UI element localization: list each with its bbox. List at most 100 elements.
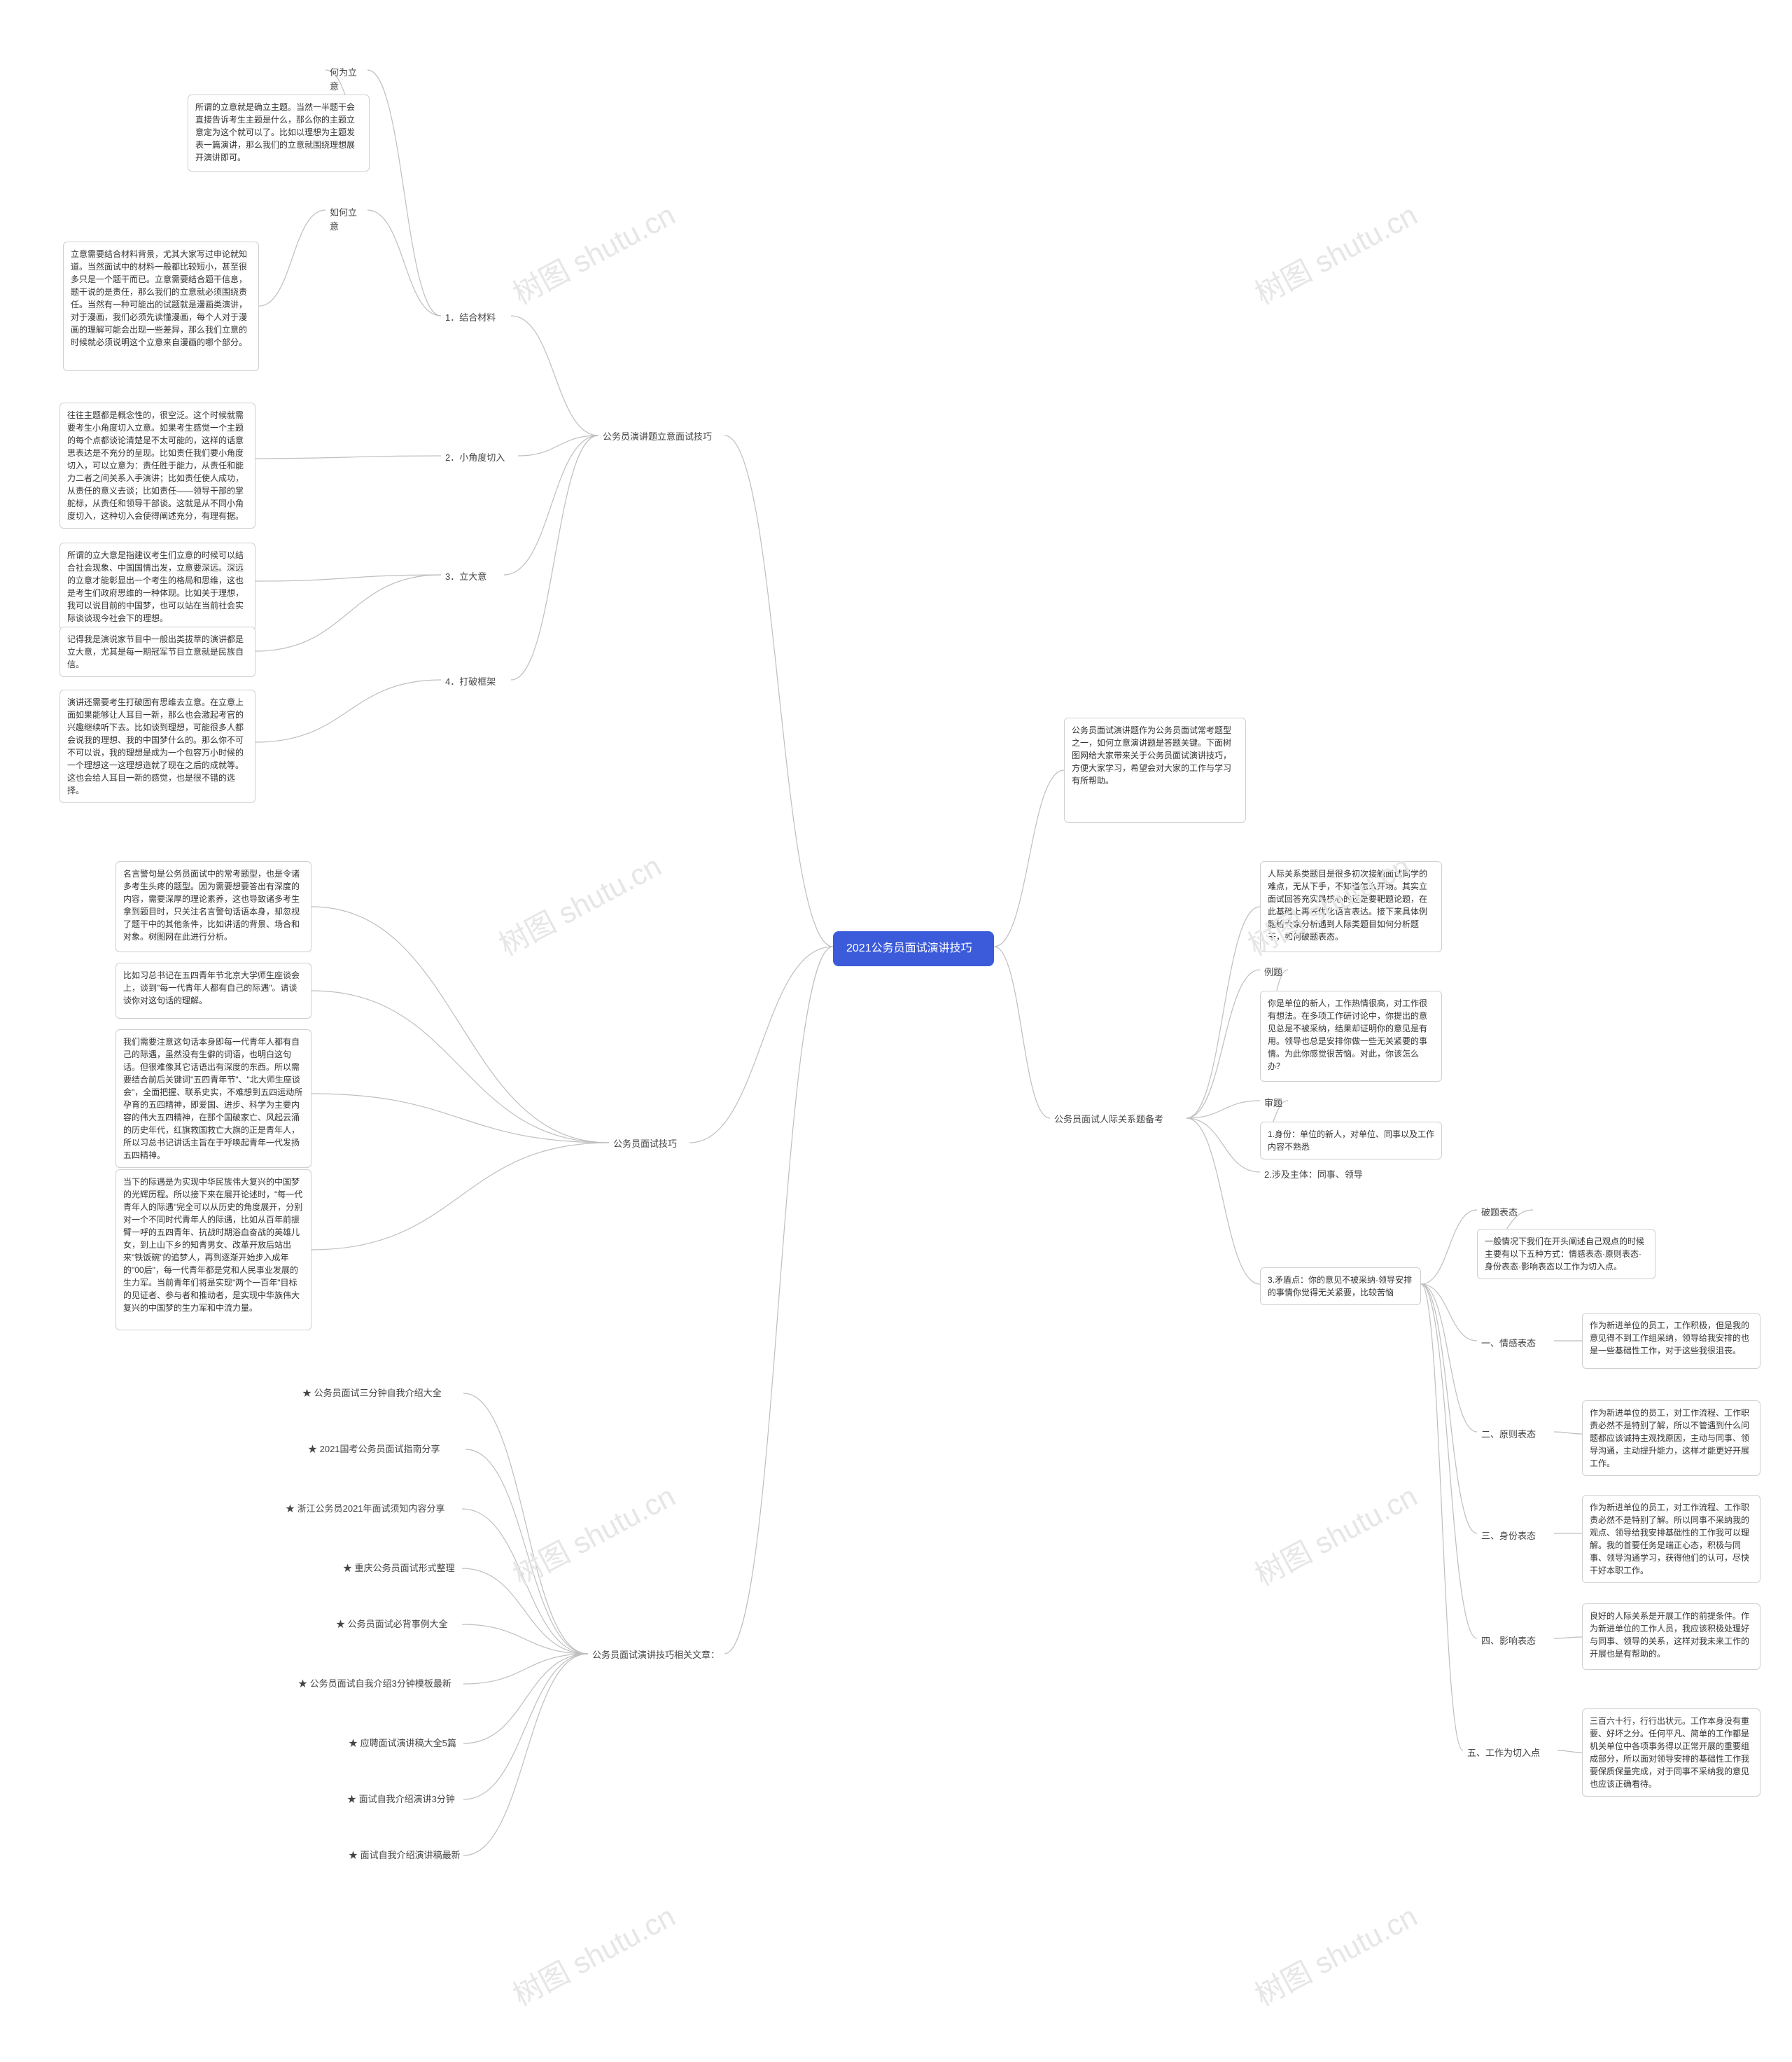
node-b3i6: ★ 公务员面试自我介绍3分钟模板最新 xyxy=(298,1677,463,1691)
node-c1p2: 你是单位的新人，工作热情很高，对工作很有想法。在多项工作研讨论中，你提出的意见总… xyxy=(1260,991,1442,1082)
edge-c1-c1p3b xyxy=(1186,1118,1260,1172)
node-c1p3b: 2.涉及主体：同事、领导 xyxy=(1260,1165,1400,1185)
edge-c1-c1p3lbl xyxy=(1186,1101,1260,1118)
node-b3i9: ★ 面试自我介绍演讲稿最新 xyxy=(349,1848,463,1862)
node-c1p3c: 3.矛盾点：你的意见不被采纳·领导安排的事情你觉得无关紧要，比较苦恼 xyxy=(1260,1267,1421,1305)
node-c1p3c5b: 三百六十行，行行出状元。工作本身没有重要、好坏之分。任何平凡、简单的工作都是机关… xyxy=(1582,1708,1760,1797)
node-b2: 公务员面试技巧 xyxy=(609,1134,690,1154)
edge-c1p3c-c1p3c1 xyxy=(1421,1284,1477,1341)
node-root: 2021公务员面试演讲技巧 xyxy=(833,931,994,966)
node-intro: 公务员面试演讲题作为公务员面试常考题型之一，如何立意演讲题是答题关键。下面树图网… xyxy=(1064,718,1246,823)
edge-b3-b3i7 xyxy=(463,1654,588,1743)
edge-b3-b3i3 xyxy=(462,1509,588,1654)
edge-root-c1 xyxy=(994,947,1050,1118)
edge-c1-c1p3c xyxy=(1186,1118,1260,1284)
node-b3i5: ★ 公务员面试必背事例大全 xyxy=(336,1617,462,1631)
edge-b1c4-b1c4p xyxy=(255,680,441,742)
node-c1: 公务员面试人际关系题备考 xyxy=(1050,1110,1186,1129)
edge-b2-b2p4 xyxy=(312,1143,609,1250)
node-c1p3c4: 四、影响表态 xyxy=(1477,1631,1554,1651)
node-c1p3c3b: 作为新进单位的员工，对工作流程、工作职责必然不是特别了解。所以同事不采纳我的观点… xyxy=(1582,1495,1760,1583)
edge-b2-b2p1 xyxy=(312,907,609,1143)
node-c1p3c1b: 作为新进单位的员工，工作积极，但是我的意见得不到工作组采纳，领导给我安排的也是一… xyxy=(1582,1313,1760,1369)
edge-c1p3c2-c1p3c2b xyxy=(1554,1432,1582,1434)
node-b2p4: 当下的际遇是为实现中华民族伟大复兴的中国梦的光辉历程。所以接下来在展开论述时，"… xyxy=(115,1169,312,1330)
node-b3i1: ★ 公务员面试三分钟自我介绍大全 xyxy=(302,1386,463,1400)
node-b3i2: ★ 2021国考公务员面试指南分享 xyxy=(308,1442,465,1456)
node-c1p3c2b: 作为新进单位的员工，对工作流程、工作职责必然不是特别了解，所以不管遇到什么问题都… xyxy=(1582,1400,1760,1476)
node-c1p1: 人际关系类题目是很多初次接触面试同学的难点，无从下手，不知道怎么开场。其实立面试… xyxy=(1260,861,1442,952)
node-c1p3a: 1.身份：单位的新人，对单位、同事以及工作内容不熟悉 xyxy=(1260,1122,1442,1159)
edge-c1p3c5-c1p3c5b xyxy=(1558,1750,1582,1753)
edge-b3-b3i1 xyxy=(463,1393,588,1654)
edge-c1p3c-c1p3c3 xyxy=(1421,1284,1477,1533)
edge-b3-b3i5 xyxy=(462,1624,588,1654)
node-b1: 公务员演讲题立意面试技巧 xyxy=(598,427,724,447)
node-c1p2lbl: 例题 xyxy=(1260,963,1288,982)
edge-c1-c1p2lbl xyxy=(1186,970,1260,1118)
edge-b3-b3i9 xyxy=(463,1654,588,1855)
node-c1p3lbl: 审题 xyxy=(1260,1094,1288,1113)
node-b2p1: 名言警句是公务员面试中的常考题型，也是令诸多考生头疼的题型。因为需要想要答出有深… xyxy=(115,861,312,952)
edge-b3-b3i8 xyxy=(463,1654,588,1799)
edge-b1c1-b1c1t1 xyxy=(368,70,441,316)
edge-c1p3c-c1p3c0 xyxy=(1421,1210,1477,1284)
node-b3i4: ★ 重庆公务员面试形式整理 xyxy=(343,1561,462,1575)
watermark: 树图 shutu.cn xyxy=(505,1473,682,1594)
node-c1p3c4b: 良好的人际关系是开展工作的前提条件。作为新进单位的工作人员，我应该积极处理好与同… xyxy=(1582,1603,1760,1670)
node-c1p3c0b: 一般情况下我们在开头阐述自己观点的时候主要有以下五种方式：情感表态·原则表态·身… xyxy=(1477,1229,1656,1279)
edge-root-b2 xyxy=(690,947,833,1143)
node-b1c1: 1．结合材料 xyxy=(441,308,511,328)
edge-b3-b3i2 xyxy=(465,1449,588,1654)
node-b1c1t1: 何为立意 xyxy=(326,63,368,96)
watermark: 树图 shutu.cn xyxy=(505,192,682,313)
edge-b1c3-b1c3p2 xyxy=(255,575,441,651)
node-c1p3c1: 一、情感表态 xyxy=(1477,1334,1554,1353)
edge-root-b3 xyxy=(724,947,833,1654)
node-b3i7: ★ 应聘面试演讲稿大全5篇 xyxy=(349,1736,463,1750)
node-b1c4: 4．打破框架 xyxy=(441,672,511,692)
watermark: 树图 shutu.cn xyxy=(1247,192,1424,313)
watermark: 树图 shutu.cn xyxy=(1247,1473,1424,1594)
node-b1c2p: 往往主题都是概念性的，很空泛。这个时候就需要考生小角度切入立意。如果考生感觉一个… xyxy=(59,403,255,529)
node-b1c1p1: 所谓的立意就是确立主题。当然一半题干会直接告诉考生主题是什么，那么你的主题立意定… xyxy=(188,95,370,172)
node-b3i8: ★ 面试自我介绍演讲3分钟 xyxy=(347,1792,463,1806)
edge-b2-b2p2 xyxy=(312,991,609,1143)
edge-b1-b1c3 xyxy=(504,436,598,575)
node-c1p3c0: 破题表态 xyxy=(1477,1203,1533,1222)
node-b2p3: 我们需要注意这句话本身即每一代青年人都有自己的际遇，虽然没有生僻的词语，也明白这… xyxy=(115,1029,312,1168)
edge-b1c2-b1c2p xyxy=(255,456,441,459)
edge-b1-b1c1 xyxy=(511,316,598,436)
node-b1c1p2: 立意需要结合材料背景，尤其大家写过申论就知道。当然面试中的材料一般都比较短小，甚… xyxy=(63,242,259,371)
node-c1p3c2: 二、原则表态 xyxy=(1477,1425,1554,1444)
node-b3: 公务员面试演讲技巧相关文章： xyxy=(588,1645,724,1665)
edge-c1p3c-c1p3c2 xyxy=(1421,1284,1477,1432)
watermark: 树图 shutu.cn xyxy=(1247,1893,1424,2014)
node-c1p3c3: 三、身份表态 xyxy=(1477,1526,1554,1546)
edge-c1-c1p1 xyxy=(1186,907,1260,1118)
node-c1p3c5: 五、工作为切入点 xyxy=(1463,1743,1558,1763)
edge-root-b1 xyxy=(724,436,833,947)
node-b1c4p: 演讲还需要考生打破固有思维去立意。在立意上面如果能够让人耳目一新，那么也会激起考… xyxy=(59,690,255,803)
node-b1c2: 2．小角度切入 xyxy=(441,448,518,468)
edge-root-intro xyxy=(994,770,1064,947)
edge-c1p3c-c1p3c5 xyxy=(1421,1284,1463,1750)
node-b1c3p2: 记得我是演说家节目中一般出类拔萃的演讲都是立大意，尤其是每一期冠军节目立意就是民… xyxy=(59,627,255,677)
edge-c1p3c4-c1p3c4b xyxy=(1554,1637,1582,1638)
node-b3i3: ★ 浙江公务员2021年面试须知内容分享 xyxy=(286,1502,462,1516)
edge-b1c3-b1c3p1 xyxy=(255,575,441,581)
edge-c1p3c-c1p3c4 xyxy=(1421,1284,1477,1638)
node-b1c3p1: 所谓的立大意是指建议考生们立意的时候可以结合社会现象、中国国情出发，立意要深远。… xyxy=(59,543,255,631)
edge-b1c1t2-b1c1p2 xyxy=(259,210,326,306)
watermark: 树图 shutu.cn xyxy=(491,843,668,964)
watermark: 树图 shutu.cn xyxy=(505,1893,682,2014)
edge-b1-b1c2 xyxy=(518,436,598,456)
node-b2p2: 比如习总书记在五四青年节北京大学师生座谈会上，谈到"每一代青年人都有自己的际遇"… xyxy=(115,963,312,1019)
edge-b1c1-b1c1t2 xyxy=(368,210,441,316)
node-b1c1t2: 如何立意 xyxy=(326,203,368,236)
edge-b3-b3i6 xyxy=(463,1654,588,1684)
edge-b3-b3i4 xyxy=(462,1568,588,1654)
edge-b2-b2p3 xyxy=(312,1094,609,1143)
edge-b1-b1c4 xyxy=(511,436,598,680)
node-b1c3: 3．立大意 xyxy=(441,567,504,587)
